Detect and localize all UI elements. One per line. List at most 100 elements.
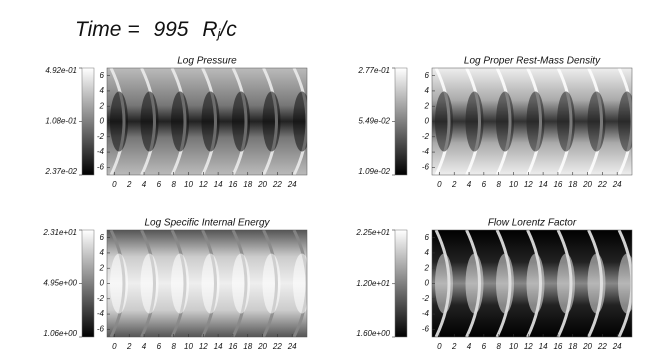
shock-core [526, 253, 545, 314]
x-tick-label: 18 [568, 180, 577, 189]
colorbar [81, 229, 95, 338]
shock-core [496, 91, 514, 152]
x-tick-label: 16 [228, 342, 237, 351]
y-tick-label: 0 [100, 279, 105, 288]
x-tick-label: 12 [199, 342, 208, 351]
shock-core [262, 91, 281, 152]
x-tick-label: 4 [142, 180, 147, 189]
x-tick-label: 10 [184, 342, 193, 351]
y-tick-label: 0 [100, 117, 105, 126]
colorbar-tick-label: 1.08e-01 [45, 117, 77, 126]
x-tick-label: 16 [228, 180, 237, 189]
y-tick-label: 2 [424, 101, 430, 110]
y-tick-label: -4 [97, 309, 105, 318]
x-tick-label: 22 [597, 180, 607, 189]
x-tick-label: 0 [437, 342, 442, 351]
x-tick-label: 14 [539, 342, 548, 351]
x-tick-label: 22 [272, 180, 282, 189]
x-tick-label: 0 [437, 180, 442, 189]
title-unit: R [202, 18, 217, 41]
shock-core [435, 253, 453, 314]
shock-core [465, 91, 484, 152]
x-tick-label: 16 [553, 180, 562, 189]
x-tick-label: 20 [582, 342, 592, 351]
colorbar-tick-label: 1.09e-02 [358, 167, 390, 176]
x-tick-label: 10 [184, 180, 193, 189]
x-tick-label: 8 [171, 180, 176, 189]
colorbar-tick-label: 2.31e+01 [42, 228, 77, 237]
shock-core [618, 91, 632, 152]
shock-core [232, 253, 250, 314]
x-tick-label: 14 [214, 180, 223, 189]
x-tick-label: 10 [509, 342, 518, 351]
colorbar-tick-label: 5.49e-02 [358, 117, 390, 126]
shock-core [293, 253, 307, 314]
x-tick-label: 8 [171, 342, 176, 351]
y-tick-label: -6 [97, 162, 105, 171]
x-tick-label: 16 [553, 342, 562, 351]
x-tick-label: 20 [582, 180, 592, 189]
shock-core [201, 91, 220, 152]
y-tick-label: 4 [425, 86, 430, 95]
y-tick-label: -6 [422, 162, 430, 171]
x-tick-label: 4 [467, 180, 472, 189]
shock-core [140, 253, 159, 314]
colorbar [81, 67, 95, 176]
x-tick-label: 6 [482, 342, 487, 351]
x-tick-label: 2 [451, 342, 457, 351]
y-tick-label: 4 [100, 248, 105, 257]
x-tick-label: 18 [243, 180, 252, 189]
y-tick-label: -2 [422, 132, 430, 141]
y-tick-label: 2 [99, 263, 105, 272]
shock-core [110, 91, 128, 152]
shock-core [587, 253, 606, 314]
y-tick-label: 6 [425, 71, 430, 80]
colorbar-tick-label: 4.92e-01 [45, 66, 77, 75]
x-tick-label: 2 [126, 342, 132, 351]
y-tick-label: 6 [100, 71, 105, 80]
title-time: 995 [153, 18, 188, 41]
field-image [107, 68, 307, 175]
x-tick-label: 24 [612, 342, 622, 351]
field-image [107, 230, 307, 337]
colorbar [394, 67, 408, 176]
x-tick-label: 14 [539, 180, 548, 189]
shock-core [293, 91, 307, 152]
x-tick-label: 24 [612, 180, 622, 189]
title-unit-sub: j [216, 26, 222, 41]
y-tick-label: 4 [425, 248, 430, 257]
panel-title: Flow Lorentz Factor [488, 218, 577, 229]
y-tick-label: -2 [97, 294, 105, 303]
shock-core [618, 253, 632, 314]
y-tick-label: -2 [97, 132, 105, 141]
shock-core [557, 253, 575, 314]
x-tick-label: 18 [243, 342, 252, 351]
shock-core [496, 253, 514, 314]
x-tick-label: 20 [257, 342, 267, 351]
y-tick-label: 2 [424, 263, 430, 272]
shock-core [171, 253, 189, 314]
shock-core [587, 91, 606, 152]
shock-core [140, 91, 159, 152]
shock-core [435, 91, 453, 152]
y-tick-label: 6 [100, 233, 105, 242]
shock-core [526, 91, 545, 152]
x-tick-label: 22 [272, 342, 282, 351]
y-tick-label: 4 [100, 86, 105, 95]
title-unit-rest: /c [218, 18, 237, 41]
colorbar-tick-label: 1.06e+00 [43, 329, 77, 338]
x-tick-label: 6 [482, 180, 487, 189]
y-tick-label: -4 [97, 147, 105, 156]
shock-core [110, 253, 128, 314]
panel-title: Log Specific Internal Energy [144, 218, 270, 229]
x-tick-label: 24 [287, 180, 297, 189]
y-tick-label: 2 [99, 101, 105, 110]
x-tick-label: 12 [524, 342, 533, 351]
y-tick-label: 0 [425, 279, 430, 288]
shock-core [171, 91, 189, 152]
x-tick-label: 12 [199, 180, 208, 189]
x-tick-label: 18 [568, 342, 577, 351]
y-tick-label: -6 [422, 324, 430, 333]
colorbar-tick-label: 2.77e-01 [357, 66, 390, 75]
